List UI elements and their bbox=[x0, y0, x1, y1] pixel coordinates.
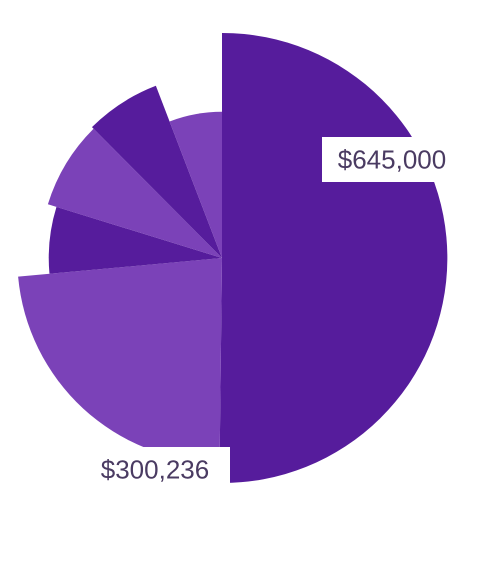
pie-slice-3 bbox=[48, 206, 222, 274]
slices-layer bbox=[18, 32, 448, 483]
pie-slice-2 bbox=[18, 258, 222, 463]
pie-slice-6 bbox=[169, 111, 222, 258]
slice-label-background bbox=[80, 447, 230, 492]
labels-layer: $645,000 $300,236 bbox=[80, 137, 462, 492]
slice-value-label: $645,000 bbox=[338, 145, 446, 175]
pie-slice-1 bbox=[219, 32, 448, 483]
pie-slice-5 bbox=[91, 85, 223, 258]
slice-label-2: $300,236 bbox=[80, 447, 230, 492]
pie-slice-4 bbox=[47, 128, 222, 258]
slice-label-background bbox=[322, 137, 462, 182]
slice-value-label: $300,236 bbox=[101, 455, 209, 485]
slice-label-1: $645,000 bbox=[322, 137, 462, 182]
